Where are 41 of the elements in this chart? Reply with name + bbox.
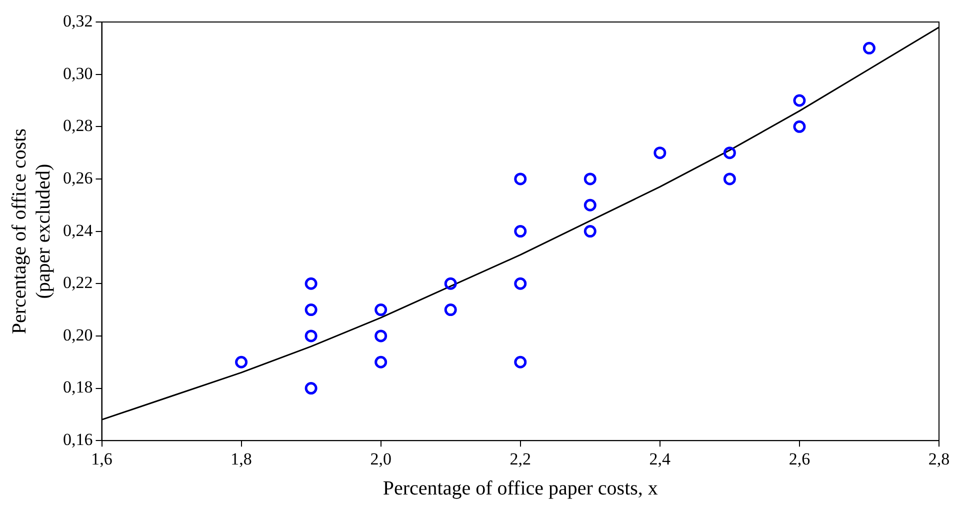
x-tick-label: 2,4 (649, 449, 672, 468)
x-tick-label: 2,2 (510, 449, 531, 468)
y-axis-title: Percentage of office costs (paper excluded) (8, 128, 54, 334)
point (793, 120, 806, 133)
y-tick-label: 0,22 (63, 273, 93, 292)
point (654, 146, 666, 160)
point (723, 172, 736, 186)
point (514, 356, 527, 368)
x-axis-title: Percentage of office paper costs, x (382, 477, 658, 500)
y-tick-label: 0,18 (63, 378, 93, 397)
point (584, 198, 596, 212)
y-tick-label: 0,26 (63, 168, 93, 188)
point (862, 42, 876, 54)
point (514, 172, 527, 186)
point (444, 304, 457, 316)
point (793, 94, 806, 107)
y-tick-label: 0,16 (63, 430, 93, 450)
point (374, 304, 388, 316)
point (514, 225, 527, 238)
point (374, 330, 388, 342)
x-tick-label: 2,8 (928, 449, 950, 468)
point (304, 304, 318, 316)
point (584, 172, 596, 186)
x-tick-label: 2,6 (788, 449, 810, 468)
x-tick-label: 2,0 (370, 449, 392, 468)
point (304, 330, 318, 342)
x-tick-label: 1,6 (91, 449, 112, 468)
point (723, 146, 736, 160)
y-tick-label: 0,30 (63, 64, 93, 83)
point (304, 382, 318, 395)
point (514, 277, 527, 290)
x-tick-label: 1,8 (230, 449, 252, 468)
point (444, 277, 457, 290)
y-tick-label: 0,28 (63, 116, 93, 136)
point (374, 356, 388, 368)
point (235, 356, 248, 368)
y-tick-label: 0,24 (63, 220, 94, 240)
y-tick-label: 0,20 (63, 325, 93, 344)
point (304, 277, 318, 290)
y-tick-label: 0,32 (63, 11, 93, 30)
point (584, 225, 596, 238)
